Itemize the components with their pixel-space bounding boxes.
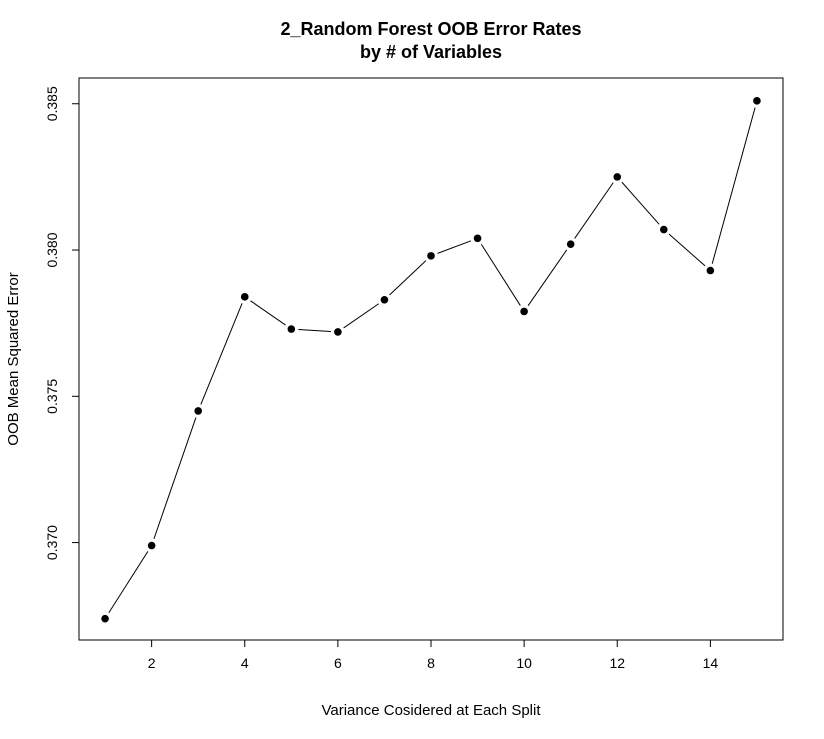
data-point: [520, 307, 528, 316]
series-line-segment: [153, 417, 197, 540]
data-point: [194, 407, 202, 415]
data-point: [660, 225, 668, 234]
series-group: [101, 97, 761, 623]
data-point: [566, 240, 575, 248]
series-line-segment: [250, 300, 286, 326]
data-point: [101, 614, 109, 623]
y-tick-label: 0.375: [44, 379, 60, 414]
series-line-segment: [527, 249, 568, 306]
x-tick-label: 2: [148, 655, 156, 671]
data-point: [334, 328, 342, 336]
x-axis-label: Variance Cosidered at Each Split: [321, 702, 541, 719]
chart-title: 2_Random Forest OOB Error Rates: [280, 19, 581, 39]
x-tick-label: 14: [703, 655, 719, 671]
data-point: [380, 295, 389, 304]
series-line-segment: [437, 240, 472, 254]
y-tick-label: 0.385: [44, 86, 60, 121]
y-axis: 0.370 0.375 0.380 0.385: [44, 86, 80, 560]
series-line-segment: [574, 182, 614, 239]
chart-subtitle: by # of Variables: [360, 42, 502, 62]
series-line-segment: [200, 303, 243, 405]
series-line-segment: [389, 260, 427, 296]
data-point: [147, 541, 156, 550]
data-point: [240, 293, 249, 301]
x-tick-label: 4: [241, 655, 249, 671]
data-point: [753, 97, 761, 105]
series-line-segment: [343, 303, 379, 329]
data-point: [473, 234, 482, 243]
series-line-segment: [668, 233, 706, 267]
series-line-segment: [621, 181, 660, 225]
y-axis-label: OOB Mean Squared Error: [5, 272, 22, 445]
data-point: [706, 266, 715, 275]
series-line-segment: [480, 243, 521, 306]
data-point: [287, 325, 296, 333]
x-tick-label: 12: [609, 655, 625, 671]
y-tick-label: 0.370: [44, 525, 60, 560]
series-line-segment: [298, 328, 331, 332]
data-point: [427, 252, 435, 260]
series-line-segment: [108, 551, 149, 614]
x-tick-label: 8: [427, 655, 435, 671]
x-tick-label: 10: [516, 655, 532, 671]
plot-frame: [78, 77, 784, 641]
y-tick-label: 0.380: [44, 232, 60, 267]
x-axis: 2 4 6 8 10 12 14: [148, 639, 719, 671]
series-line-segment: [711, 107, 756, 264]
data-point: [613, 173, 622, 181]
x-tick-label: 6: [334, 655, 342, 671]
